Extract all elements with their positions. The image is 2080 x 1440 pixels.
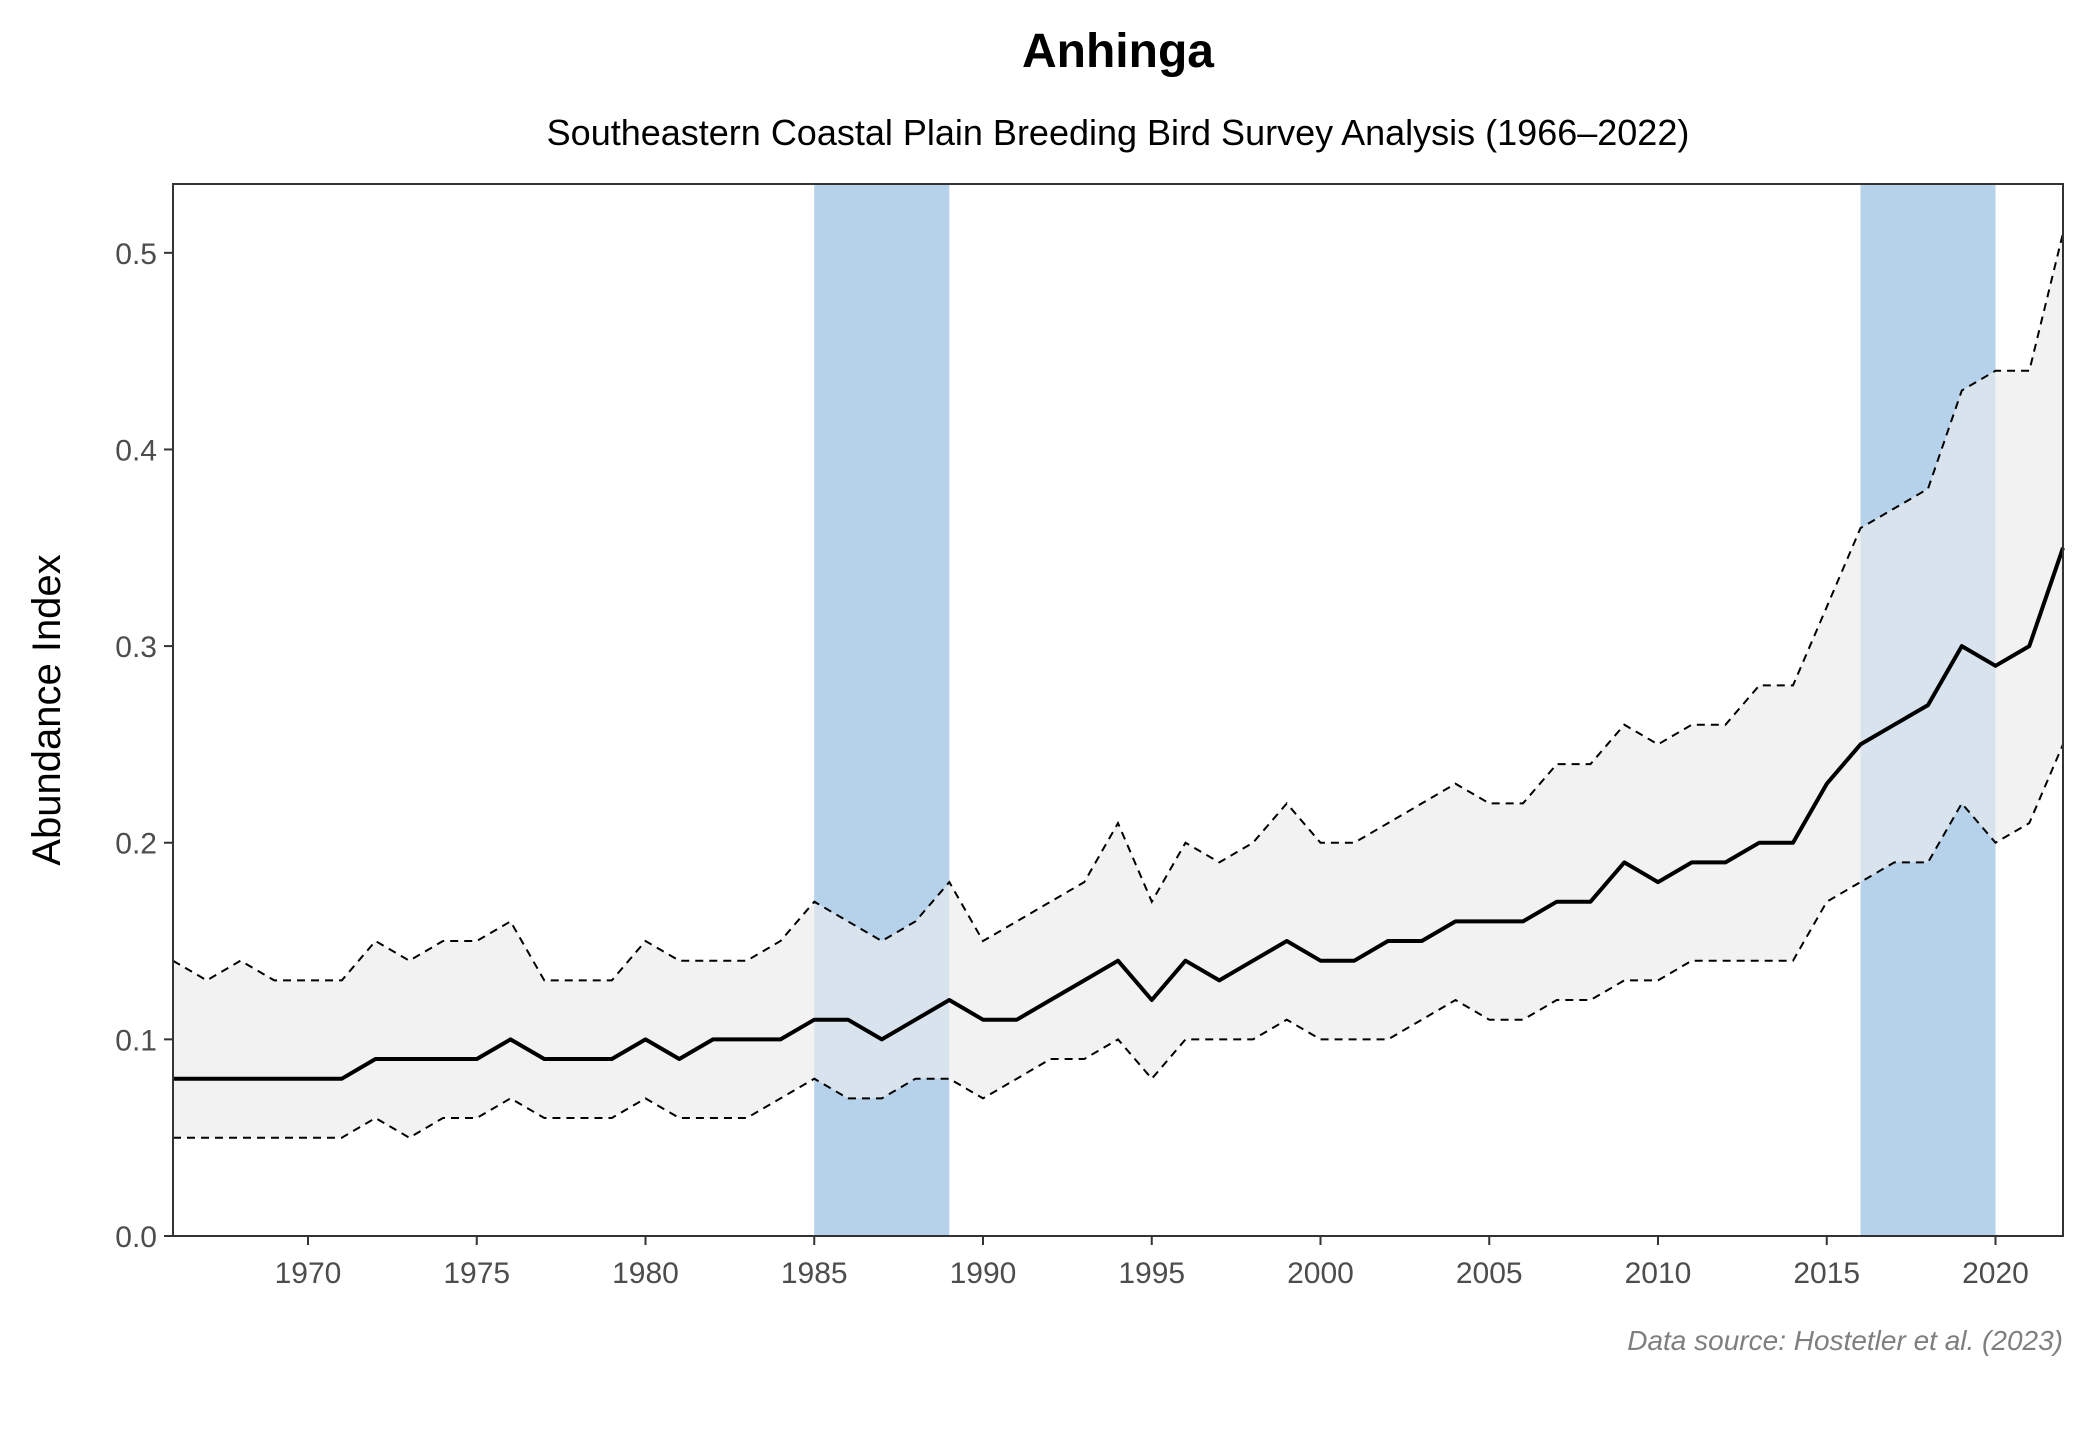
y-tick-label: 0.1 bbox=[115, 1024, 157, 1057]
y-axis-label: Abundance Index bbox=[25, 554, 69, 865]
x-tick-label: 2020 bbox=[1962, 1257, 2029, 1290]
x-tick-label: 1995 bbox=[1118, 1257, 1185, 1290]
confidence-ribbon bbox=[173, 233, 2063, 1138]
highlight-bands-overlay bbox=[814, 184, 1996, 1236]
upper-ci-line bbox=[172, 232, 2064, 982]
highlight-band-overlay bbox=[814, 184, 950, 1236]
highlight-band-overlay bbox=[1860, 184, 1996, 1236]
y-tick-label: 0.0 bbox=[115, 1221, 157, 1254]
x-tick-label: 1990 bbox=[950, 1257, 1017, 1290]
y-axis: 0.0 0.1 0.2 0.3 0.4 0.5 bbox=[115, 238, 173, 1254]
data-source-caption: Data source: Hostetler et al. (2023) bbox=[1627, 1325, 2063, 1356]
x-tick-label: 2005 bbox=[1456, 1257, 1523, 1290]
y-tick-label: 0.3 bbox=[115, 631, 157, 664]
x-tick-label: 1975 bbox=[443, 1257, 510, 1290]
x-tick-label: 1970 bbox=[275, 1257, 342, 1290]
abundance-line bbox=[173, 547, 2065, 1081]
x-tick-label: 1985 bbox=[781, 1257, 848, 1290]
x-tick-label: 2010 bbox=[1625, 1257, 1692, 1290]
chart-title: Anhinga bbox=[1022, 25, 1214, 78]
x-tick-label: 2000 bbox=[1287, 1257, 1354, 1290]
lower-ci-line bbox=[173, 744, 2064, 1139]
y-tick-label: 0.4 bbox=[115, 434, 157, 467]
y-tick-label: 0.5 bbox=[115, 238, 157, 271]
chart-subtitle: Southeastern Coastal Plain Breeding Bird… bbox=[547, 112, 1690, 153]
x-axis: 1970 1975 1980 1985 1990 1995 2000 2005 2010 2015… bbox=[275, 1236, 2029, 1290]
y-tick-label: 0.2 bbox=[115, 828, 157, 861]
x-tick-label: 2015 bbox=[1793, 1257, 1860, 1290]
plot-border bbox=[172, 183, 2064, 1237]
x-tick-label: 1980 bbox=[612, 1257, 679, 1290]
